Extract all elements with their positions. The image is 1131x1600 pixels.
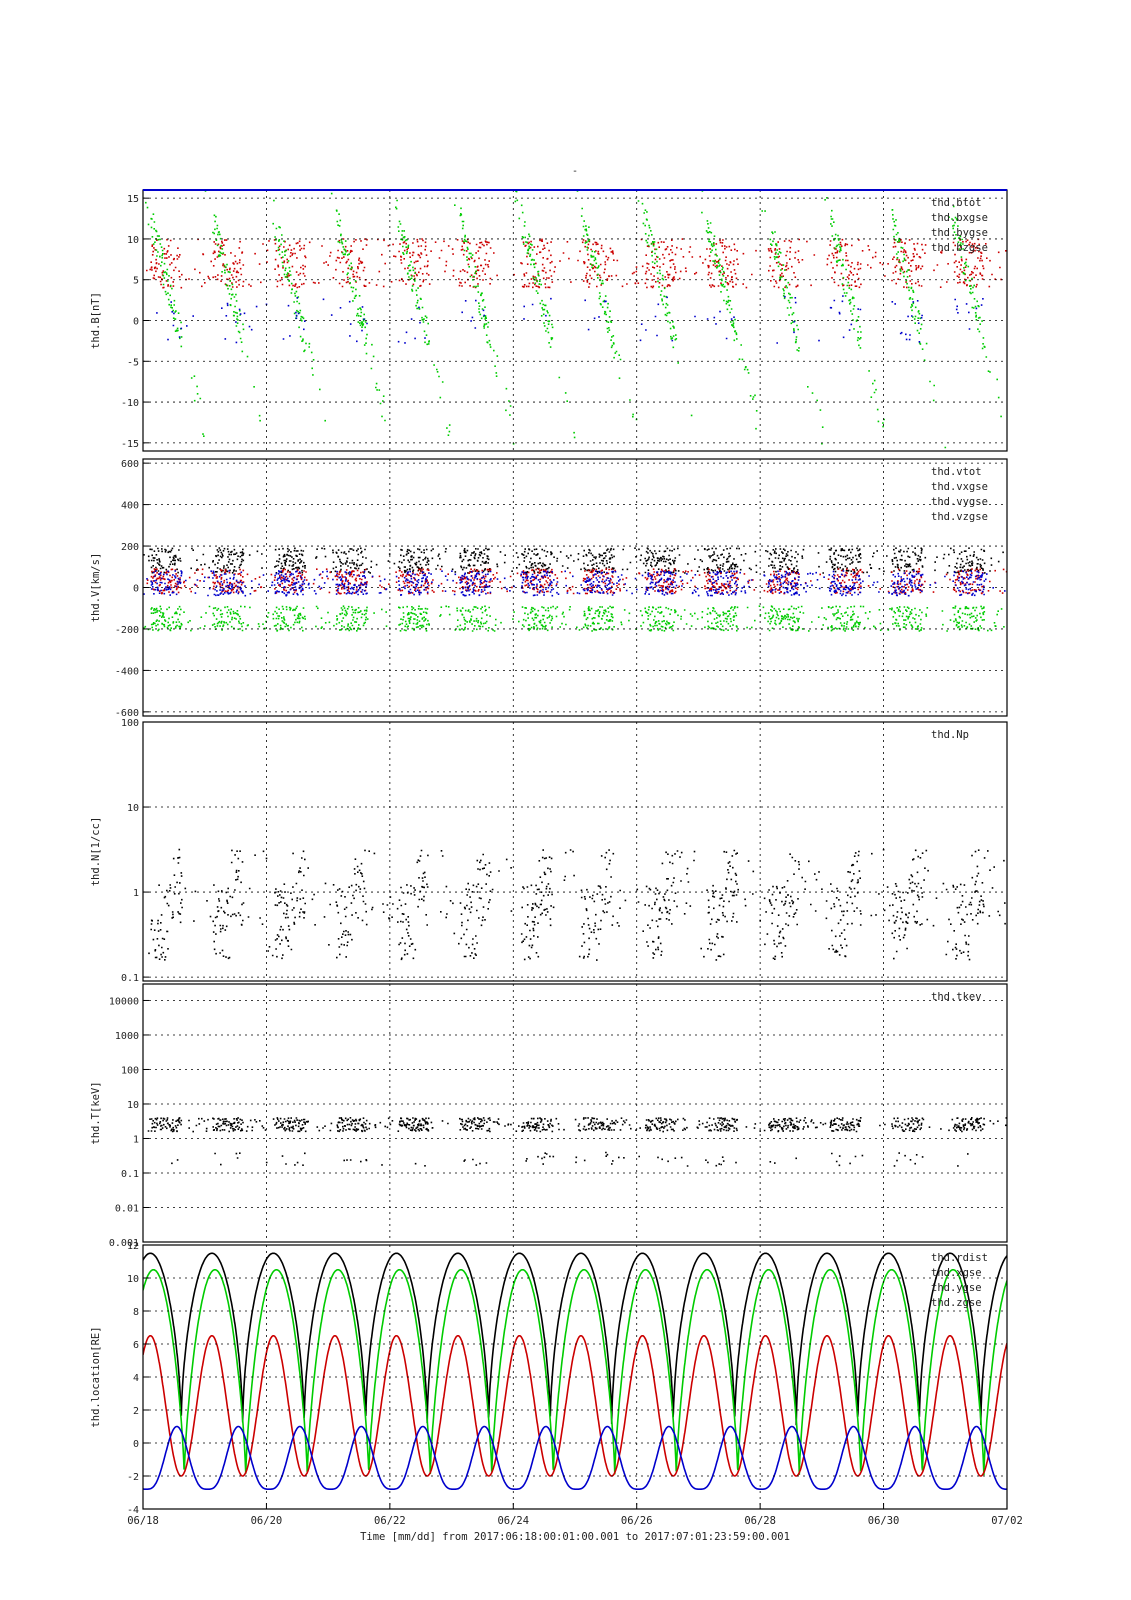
panel-V-marks bbox=[143, 547, 1007, 632]
panel-T-marks bbox=[147, 1117, 1007, 1167]
y-tick-label: 10000 bbox=[109, 996, 139, 1007]
y-tick-label: -400 bbox=[115, 666, 139, 677]
x-tick-label: 06/24 bbox=[497, 1515, 529, 1527]
x-axis: Time [mm/dd] from 2017:06:18:00:01:00.00… bbox=[127, 1503, 1023, 1543]
y-tick-label: 0 bbox=[133, 1439, 139, 1450]
y-tick-label: 4 bbox=[133, 1373, 139, 1384]
y-tick-label: 0.1 bbox=[121, 1169, 139, 1180]
y-axis-label: thd.V[km/s] bbox=[90, 553, 102, 623]
legend-entry: thd.vygse bbox=[931, 496, 988, 508]
y-tick-label: 5 bbox=[133, 276, 139, 287]
page-title: - bbox=[572, 166, 578, 177]
y-tick-label: 1 bbox=[133, 888, 139, 899]
y-axis-label: thd.B[nT] bbox=[90, 292, 102, 349]
y-tick-label: 10 bbox=[127, 1274, 139, 1285]
y-tick-label: -10 bbox=[121, 398, 139, 409]
panel-frame bbox=[142, 983, 1008, 1243]
y-tick-label: 0 bbox=[133, 584, 139, 595]
x-tick-label: 06/28 bbox=[744, 1515, 776, 1527]
y-tick-label: 8 bbox=[133, 1307, 139, 1318]
y-tick-label: 2 bbox=[133, 1406, 139, 1417]
y-tick-label: 10 bbox=[127, 235, 139, 246]
y-tick-label: 0.01 bbox=[115, 1203, 139, 1214]
panel-B-marks bbox=[145, 190, 1007, 449]
panel-frame bbox=[142, 721, 1008, 982]
y-tick-label: 1000 bbox=[115, 1031, 139, 1042]
x-tick-label: 06/22 bbox=[374, 1515, 406, 1527]
legend-entry: thd.ygse bbox=[931, 1282, 982, 1294]
y-tick-label: 0 bbox=[133, 317, 139, 328]
y-tick-label: -200 bbox=[115, 625, 139, 636]
legend-entry: thd.rdist bbox=[931, 1252, 988, 1264]
series-points-thd-vygse bbox=[143, 605, 1005, 632]
y-tick-label: 10 bbox=[127, 803, 139, 814]
legend-entry: thd.btot bbox=[931, 197, 982, 209]
y-tick-label: 1 bbox=[133, 1134, 139, 1145]
series-points-thd-Np bbox=[148, 848, 1006, 961]
panel-B: -15 -10 -5 0 5 10 15 thd.B[nT] thd.btot thd.bxgse… bbox=[90, 189, 1008, 452]
series-points-thd-bygse bbox=[145, 190, 1007, 449]
panel-frame bbox=[142, 458, 1008, 717]
y-tick-label: 10 bbox=[127, 1100, 139, 1111]
legend-entry: thd.bxgse bbox=[931, 212, 988, 224]
legend-entry: thd.tkev bbox=[931, 991, 982, 1003]
y-tick-label: 12 bbox=[127, 1241, 139, 1252]
y-tick-label: 400 bbox=[121, 501, 139, 512]
y-tick-label: 100 bbox=[121, 718, 139, 729]
legend-entry: thd.Np bbox=[931, 729, 969, 741]
x-axis-label: Time [mm/dd] from 2017:06:18:00:01:00.00… bbox=[360, 1531, 790, 1543]
x-tick-label: 06/26 bbox=[621, 1515, 653, 1527]
y-axis-label: thd.T[keV] bbox=[90, 1081, 102, 1144]
series-points-thd-vzgse bbox=[143, 570, 1006, 597]
y-tick-label: 0.1 bbox=[121, 973, 139, 984]
x-tick-label: 06/30 bbox=[868, 1515, 900, 1527]
series-points-thd-bxgse bbox=[146, 238, 1007, 289]
y-axis-label: thd.N[1/cc] bbox=[90, 817, 102, 887]
legend-entry: thd.bygse bbox=[931, 227, 988, 239]
panel-N: 0.1 1 10 100 thd.N[1/cc] thd.Np bbox=[90, 718, 1008, 984]
y-tick-label: -15 bbox=[121, 439, 139, 450]
y-tick-label: 6 bbox=[133, 1340, 139, 1351]
series-line-thd-ygse bbox=[143, 1335, 1007, 1477]
y-tick-label: -600 bbox=[115, 708, 139, 719]
y-tick-label: 15 bbox=[127, 194, 139, 205]
y-axis-label: thd.location[RE] bbox=[90, 1326, 102, 1427]
y-tick-label: 600 bbox=[121, 459, 139, 470]
legend-entry: thd.vtot bbox=[931, 466, 982, 478]
x-tick-label: 06/18 bbox=[127, 1515, 159, 1527]
y-tick-label: 100 bbox=[121, 1065, 139, 1076]
panel-V: -600 -400 -200 0 200 400 600 thd.V[km/s] thd.vto… bbox=[90, 458, 1008, 719]
panel-T: 0.001 0.01 0.1 1 10 100 1000 10000 thd.T[keV] thd… bbox=[90, 983, 1008, 1249]
legend-entry: thd.vzgse bbox=[931, 511, 988, 523]
legend-entry: thd.zgse bbox=[931, 1297, 982, 1309]
panel-frame bbox=[142, 1244, 1008, 1510]
x-tick-label: 07/02 bbox=[991, 1515, 1023, 1527]
x-tick-label: 06/20 bbox=[251, 1515, 283, 1527]
series-line-thd-xgse bbox=[143, 1269, 1007, 1476]
panel-location-marks bbox=[143, 1252, 1007, 1490]
series-points-thd-bzgse bbox=[156, 295, 984, 344]
legend-entry: thd.xgse bbox=[931, 1267, 982, 1279]
series-line-thd-rdist bbox=[143, 1252, 1007, 1426]
legend-entry: thd.vxgse bbox=[931, 481, 988, 493]
y-tick-label: -4 bbox=[127, 1505, 139, 1516]
y-tick-label: 0.001 bbox=[109, 1238, 139, 1249]
y-tick-label: -5 bbox=[127, 357, 139, 368]
panel-location: -4 -2 0 2 4 6 8 10 12 thd.location[RE] thd.rdist th… bbox=[90, 1241, 1008, 1516]
series-points-thd-vtot bbox=[143, 547, 1007, 574]
y-tick-label: 200 bbox=[121, 542, 139, 553]
panel-N-marks bbox=[148, 848, 1006, 961]
series-line-thd-zgse bbox=[143, 1425, 1007, 1490]
y-tick-label: -2 bbox=[127, 1472, 139, 1483]
legend-entry: thd.bzgse bbox=[931, 242, 988, 254]
panels-group: -15-10-5051015thd.B[nT]thd.btotthd.bxgse… bbox=[90, 189, 1008, 1516]
series-points-thd-tkev bbox=[147, 1117, 1007, 1167]
